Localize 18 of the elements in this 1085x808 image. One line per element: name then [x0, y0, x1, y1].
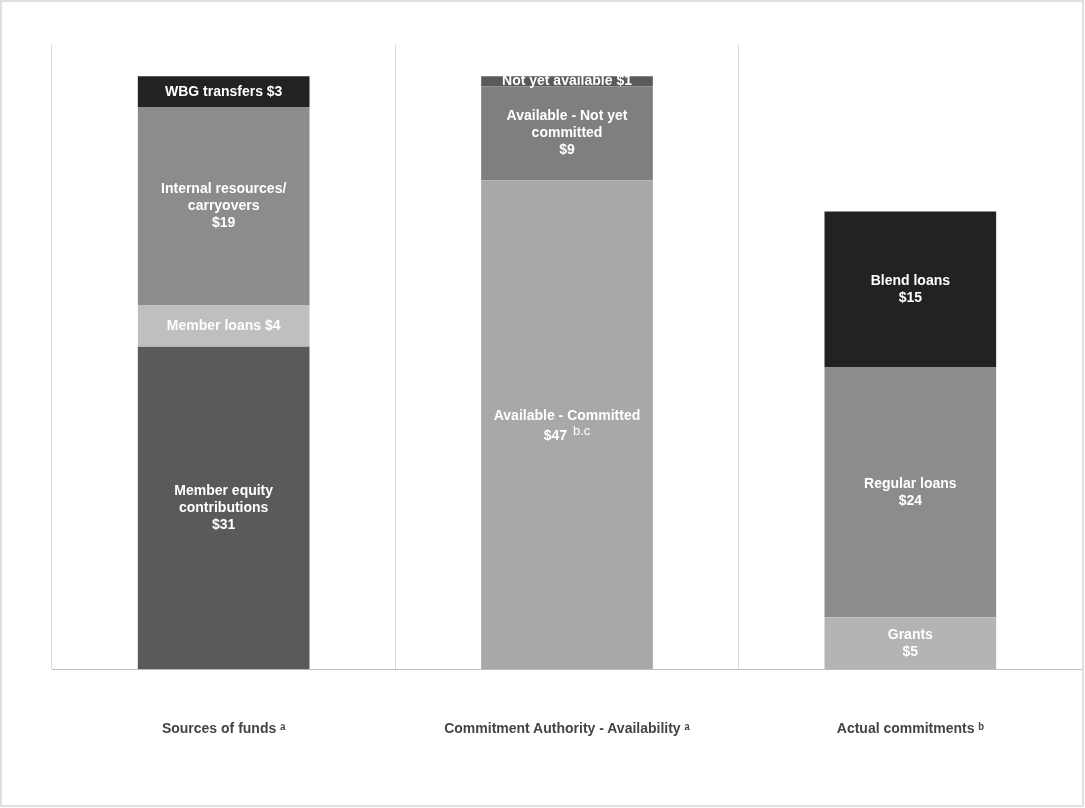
x-tick-label: Sources of funds ᵃ	[161, 720, 287, 737]
series-label: Available - Committed	[493, 407, 641, 424]
data-label: $9	[559, 141, 575, 158]
data-label: $5	[902, 642, 919, 659]
text: WBG transfers $3	[164, 82, 283, 99]
data-label: $31	[211, 515, 236, 532]
data-label: $24	[898, 491, 923, 508]
text: Member loans $4	[166, 316, 281, 333]
series-label: Blend loans	[870, 271, 951, 288]
data-label: $15	[898, 288, 923, 305]
series-label: Member equity contributions	[174, 481, 274, 515]
series-label: Internal resources/ carryovers	[161, 180, 287, 214]
x-tick-label: Actual commitments ᵇ	[836, 720, 985, 737]
x-tick-label: Commitment Authority - Availability ᵃ	[444, 720, 691, 737]
series-label: Available - Not yet committed	[506, 107, 628, 141]
data-label: $19	[211, 214, 236, 231]
series-label: Regular loans	[864, 474, 957, 491]
series-label: Grants	[887, 625, 934, 642]
